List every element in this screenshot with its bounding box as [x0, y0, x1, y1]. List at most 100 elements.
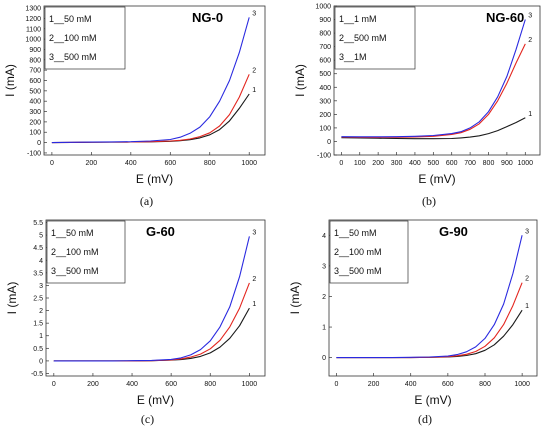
series-end-label: 1: [525, 303, 529, 310]
y-axis-title: I (mA): [293, 64, 307, 97]
panel-title: NG-60: [486, 10, 524, 25]
x-tick-label: 200: [86, 160, 98, 167]
y-tick-label: 0: [39, 358, 43, 365]
y-tick-label: -0.5: [31, 371, 43, 378]
series-line-2: [51, 74, 250, 144]
series-end-label: 3: [528, 13, 532, 20]
legend-entry: 1__50 mM: [49, 14, 92, 24]
series-end-label: 2: [528, 37, 532, 44]
y-tick-label: 4: [322, 233, 326, 240]
x-axis-title: E (mV): [418, 172, 455, 186]
y-tick-label: 0: [322, 355, 326, 362]
x-tick-label: 600: [164, 160, 176, 167]
legend-entry: 1__1 mM: [339, 14, 377, 24]
y-tick-label: 3.5: [33, 270, 43, 277]
legend-box: [44, 6, 126, 70]
series-line-2: [53, 282, 250, 362]
y-tick-label: 600: [319, 58, 331, 65]
series-end-label: 2: [525, 276, 529, 283]
y-tick-label: 400: [319, 85, 331, 92]
y-tick-label: 5: [39, 233, 43, 240]
x-tick-label: 0: [52, 381, 56, 388]
y-tick-label: 1: [322, 325, 326, 332]
series-line-2: [336, 282, 523, 359]
series-end-label: 1: [252, 301, 256, 308]
y-tick-label: 0: [327, 139, 331, 146]
y-tick-label: 400: [29, 99, 41, 106]
y-tick-label: 600: [29, 78, 41, 85]
series-end-label: 3: [525, 228, 529, 235]
x-tick-label: 800: [204, 160, 216, 167]
plot-frame: [328, 219, 538, 377]
y-tick-label: 2: [39, 308, 43, 315]
panel-caption: (c): [141, 412, 154, 426]
series-line-2: [341, 43, 526, 138]
y-tick-label: 900: [319, 17, 331, 24]
panel-title: NG-0: [192, 10, 223, 25]
y-tick-label: 100: [319, 125, 331, 132]
chart-panel-1: 0 200 400 600 800 1000 -100 0 100 200 300 400 500 600…: [3, 6, 266, 208]
series-end-label: 3: [252, 10, 256, 17]
legend-entry: 2__100 mM: [334, 247, 382, 257]
x-tick-label: 200: [372, 160, 384, 167]
series-line-1: [53, 307, 250, 362]
chart-panel-2: 0 100 200 300 400 500 600 700 800 900 1000 -100 0 100…: [293, 4, 541, 208]
panel-caption: (d): [418, 412, 432, 426]
y-tick-label: 1.5: [33, 321, 43, 328]
x-tick-label: 400: [126, 381, 138, 388]
y-tick-label: 4.5: [33, 245, 43, 252]
x-tick-label: 1000: [242, 381, 258, 388]
panel-title: G-60: [146, 224, 175, 239]
x-tick-label: 0: [50, 160, 54, 167]
y-tick-label: 800: [29, 57, 41, 64]
y-tick-label: 4: [39, 258, 43, 265]
y-tick-label: 200: [319, 112, 331, 119]
x-tick-label: 1000: [517, 160, 533, 167]
panel-caption: (a): [140, 194, 153, 208]
legend-entry: 1__50 mM: [51, 228, 94, 238]
y-tick-label: 3: [39, 283, 43, 290]
legend-entry: 3__500 mM: [49, 52, 97, 62]
x-tick-label: 600: [165, 381, 177, 388]
y-tick-label: 3: [322, 263, 326, 270]
y-tick-label: 5.5: [33, 220, 43, 227]
y-tick-label: 100: [29, 130, 41, 137]
y-tick-label: 2: [322, 294, 326, 301]
x-tick-label: 0: [339, 160, 343, 167]
series-line-1: [336, 309, 523, 359]
series-line-3: [53, 236, 250, 362]
y-tick-label: 1100: [26, 26, 41, 33]
x-axis-title: E (mV): [137, 393, 174, 407]
x-tick-label: 800: [483, 160, 495, 167]
x-tick-label: 0: [334, 381, 338, 388]
plot-frame: [333, 5, 541, 156]
y-tick-label: 0.5: [33, 346, 43, 353]
x-axis-title: E (mV): [136, 172, 173, 186]
legend-entry: 3__1M: [339, 52, 367, 62]
y-axis-title: I (mA): [3, 64, 17, 97]
series-end-label: 1: [528, 111, 532, 118]
x-tick-label: 300: [391, 160, 403, 167]
legend-entry: 3__500 mM: [51, 266, 99, 276]
x-tick-label: 600: [442, 381, 454, 388]
x-tick-label: 400: [409, 160, 421, 167]
y-tick-label: 500: [29, 88, 41, 95]
legend-entry: 2__100 mM: [51, 247, 99, 257]
panel-caption: (b): [422, 194, 436, 208]
x-tick-label: 700: [464, 160, 476, 167]
y-tick-label: 0: [37, 140, 41, 147]
series-end-label: 1: [252, 87, 256, 94]
y-tick-label: 200: [29, 119, 41, 126]
y-tick-label: 1300: [25, 6, 41, 13]
y-tick-label: 700: [29, 68, 41, 75]
x-tick-label: 200: [368, 381, 380, 388]
y-tick-label: 300: [319, 98, 331, 105]
y-tick-label: -100: [317, 153, 331, 160]
chart-panel-4: 0 200 400 600 800 1000 0 1 2 3 4 E (mV) I (mA) 1 2 3 1__…: [288, 219, 538, 426]
series-end-label: 2: [252, 276, 256, 283]
series-line-3: [51, 17, 250, 144]
x-tick-label: 800: [479, 381, 491, 388]
x-tick-label: 900: [501, 160, 513, 167]
chart-panel-3: 0 200 400 600 800 1000 -0.5 0 0.5 1 1.5 2 2.5 3 3.5 4 4.…: [5, 219, 266, 426]
